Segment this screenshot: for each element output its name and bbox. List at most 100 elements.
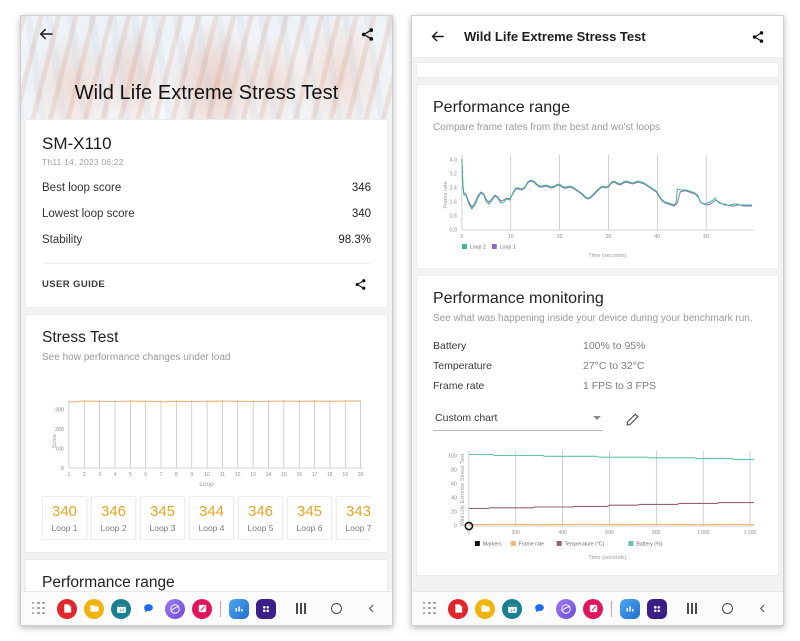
loop-score: 346 [247, 503, 274, 520]
app-grid-icon[interactable] [32, 601, 46, 616]
calendar-app-icon[interactable]: 14 [111, 598, 131, 619]
home-icon[interactable] [326, 599, 346, 619]
svg-text:1: 1 [68, 472, 71, 478]
svg-text:1.000: 1.000 [697, 530, 710, 536]
app-grid-icon[interactable] [423, 601, 437, 616]
svg-text:6: 6 [144, 472, 147, 478]
monitoring-label: Battery [433, 340, 467, 352]
recents-icon[interactable] [682, 599, 702, 619]
list-item[interactable]: 345 Loop 3 [140, 496, 185, 540]
3dmark-app-icon[interactable] [647, 598, 667, 619]
chevron-down-icon [593, 416, 601, 420]
result-timestamp: Th11 14, 2023 06:22 [42, 157, 124, 167]
chart-type-select[interactable]: Custom chart [433, 408, 603, 431]
list-item[interactable]: 340 Loop 1 [42, 496, 87, 540]
calendar-app-icon[interactable]: 14 [502, 598, 522, 619]
camera-app-icon[interactable] [192, 598, 212, 619]
phone-left: Wild Life Extreme Stress Test SM-X110 Th… [20, 15, 393, 626]
loop-label: Loop 4 [198, 523, 225, 533]
geekbench-app-icon[interactable] [620, 598, 640, 619]
share-icon[interactable] [356, 23, 378, 45]
user-guide-link[interactable]: USER GUIDE [42, 278, 106, 290]
performance-monitoring-title: Performance monitoring [433, 290, 604, 307]
internet-app-icon[interactable] [556, 598, 576, 619]
messages-app-icon[interactable] [529, 598, 549, 619]
internet-app-icon[interactable] [165, 598, 185, 619]
hero-topbar [21, 16, 392, 52]
svg-text:60: 60 [451, 481, 457, 487]
svg-text:50: 50 [703, 234, 709, 240]
messages-app-icon[interactable] [138, 598, 158, 619]
svg-text:100: 100 [55, 446, 64, 452]
list-item[interactable]: 346 Loop 5 [238, 496, 283, 540]
loop-label: Loop 7 [345, 523, 372, 533]
page-title: Wild Life Extreme Stress Test [464, 29, 646, 44]
loop-score: 345 [296, 503, 323, 520]
back-icon[interactable] [361, 599, 381, 619]
list-item[interactable]: 346 Loop 2 [91, 496, 136, 540]
previous-card-stub [416, 62, 779, 78]
list-item[interactable]: 345 Loop 6 [287, 496, 332, 540]
notes-app-icon[interactable] [448, 598, 468, 619]
camera-app-icon[interactable] [583, 598, 603, 619]
monitoring-label: Frame rate [433, 380, 485, 392]
arrow-left-icon[interactable] [35, 23, 57, 45]
svg-text:2: 2 [83, 472, 86, 478]
table-row: Best loop score 346 [42, 175, 371, 201]
share-icon[interactable] [349, 273, 371, 295]
svg-text:Loop 1: Loop 1 [500, 245, 516, 251]
performance-range-card: Performance range Compare frame rates fr… [25, 559, 388, 591]
score-value: 340 [351, 208, 371, 220]
home-icon[interactable] [717, 599, 737, 619]
share-icon[interactable] [747, 26, 769, 48]
files-app-icon[interactable] [84, 598, 104, 619]
custom-chart: 100 80 60 40 20 0 Wild Life Extreme Stre… [433, 445, 762, 563]
svg-text:4: 4 [114, 472, 117, 478]
svg-text:Wild Life Extreme Stress Test: Wild Life Extreme Stress Test [460, 453, 466, 526]
svg-text:40: 40 [655, 234, 661, 240]
files-app-icon[interactable] [475, 598, 495, 619]
svg-text:30: 30 [606, 234, 612, 240]
list-item[interactable]: 343 Loop 7 [336, 496, 371, 540]
recents-icon[interactable] [291, 599, 311, 619]
pencil-icon[interactable] [621, 409, 643, 431]
svg-text:3: 3 [98, 472, 101, 478]
stress-chart-xlabel: Loop [199, 481, 214, 488]
appbar: Wild Life Extreme Stress Test [412, 16, 783, 58]
svg-text:800: 800 [652, 530, 661, 536]
svg-text:200: 200 [55, 427, 64, 433]
table-row: Frame rate 1 FPS to 3 FPS [433, 376, 762, 396]
svg-text:15: 15 [281, 472, 287, 478]
svg-text:600: 600 [605, 530, 614, 536]
3dmark-app-icon[interactable] [256, 598, 276, 619]
table-row: Stability 98.3% [42, 227, 371, 253]
svg-text:14: 14 [266, 472, 272, 478]
svg-text:10: 10 [204, 472, 210, 478]
svg-text:Frame rate: Frame rate [443, 181, 449, 208]
geekbench-app-icon[interactable] [229, 598, 249, 619]
monitoring-value: 1 FPS to 3 FPS [583, 380, 656, 392]
svg-text:Battery (%): Battery (%) [636, 542, 662, 548]
svg-text:Time (seconds): Time (seconds) [588, 555, 626, 561]
result-card: SM-X110 Th11 14, 2023 06:22 Best loop sc… [25, 119, 388, 308]
notes-app-icon[interactable] [57, 598, 77, 619]
svg-text:300: 300 [55, 407, 64, 413]
list-item[interactable]: 344 Loop 4 [189, 496, 234, 540]
score-value: 98.3% [338, 234, 371, 246]
arrow-left-icon[interactable] [426, 26, 448, 48]
phone-left-content: Wild Life Extreme Stress Test SM-X110 Th… [21, 16, 392, 591]
score-label: Stability [42, 234, 83, 246]
svg-text:0: 0 [61, 466, 64, 472]
performance-monitoring-subtitle: See what was happening inside your devic… [433, 313, 753, 324]
svg-text:200: 200 [512, 530, 521, 536]
svg-text:Loop 2: Loop 2 [470, 245, 486, 251]
loop-score: 345 [149, 503, 176, 520]
navbar-divider [611, 600, 612, 617]
chart-type-value: Custom chart [435, 412, 498, 424]
svg-text:100: 100 [448, 453, 457, 459]
phone-right-content: Wild Life Extreme Stress Test Performanc… [412, 16, 783, 591]
back-icon[interactable] [752, 599, 772, 619]
loop-score: 344 [198, 503, 225, 520]
score-label: Best loop score [42, 182, 122, 194]
svg-text:3.2: 3.2 [449, 171, 456, 177]
